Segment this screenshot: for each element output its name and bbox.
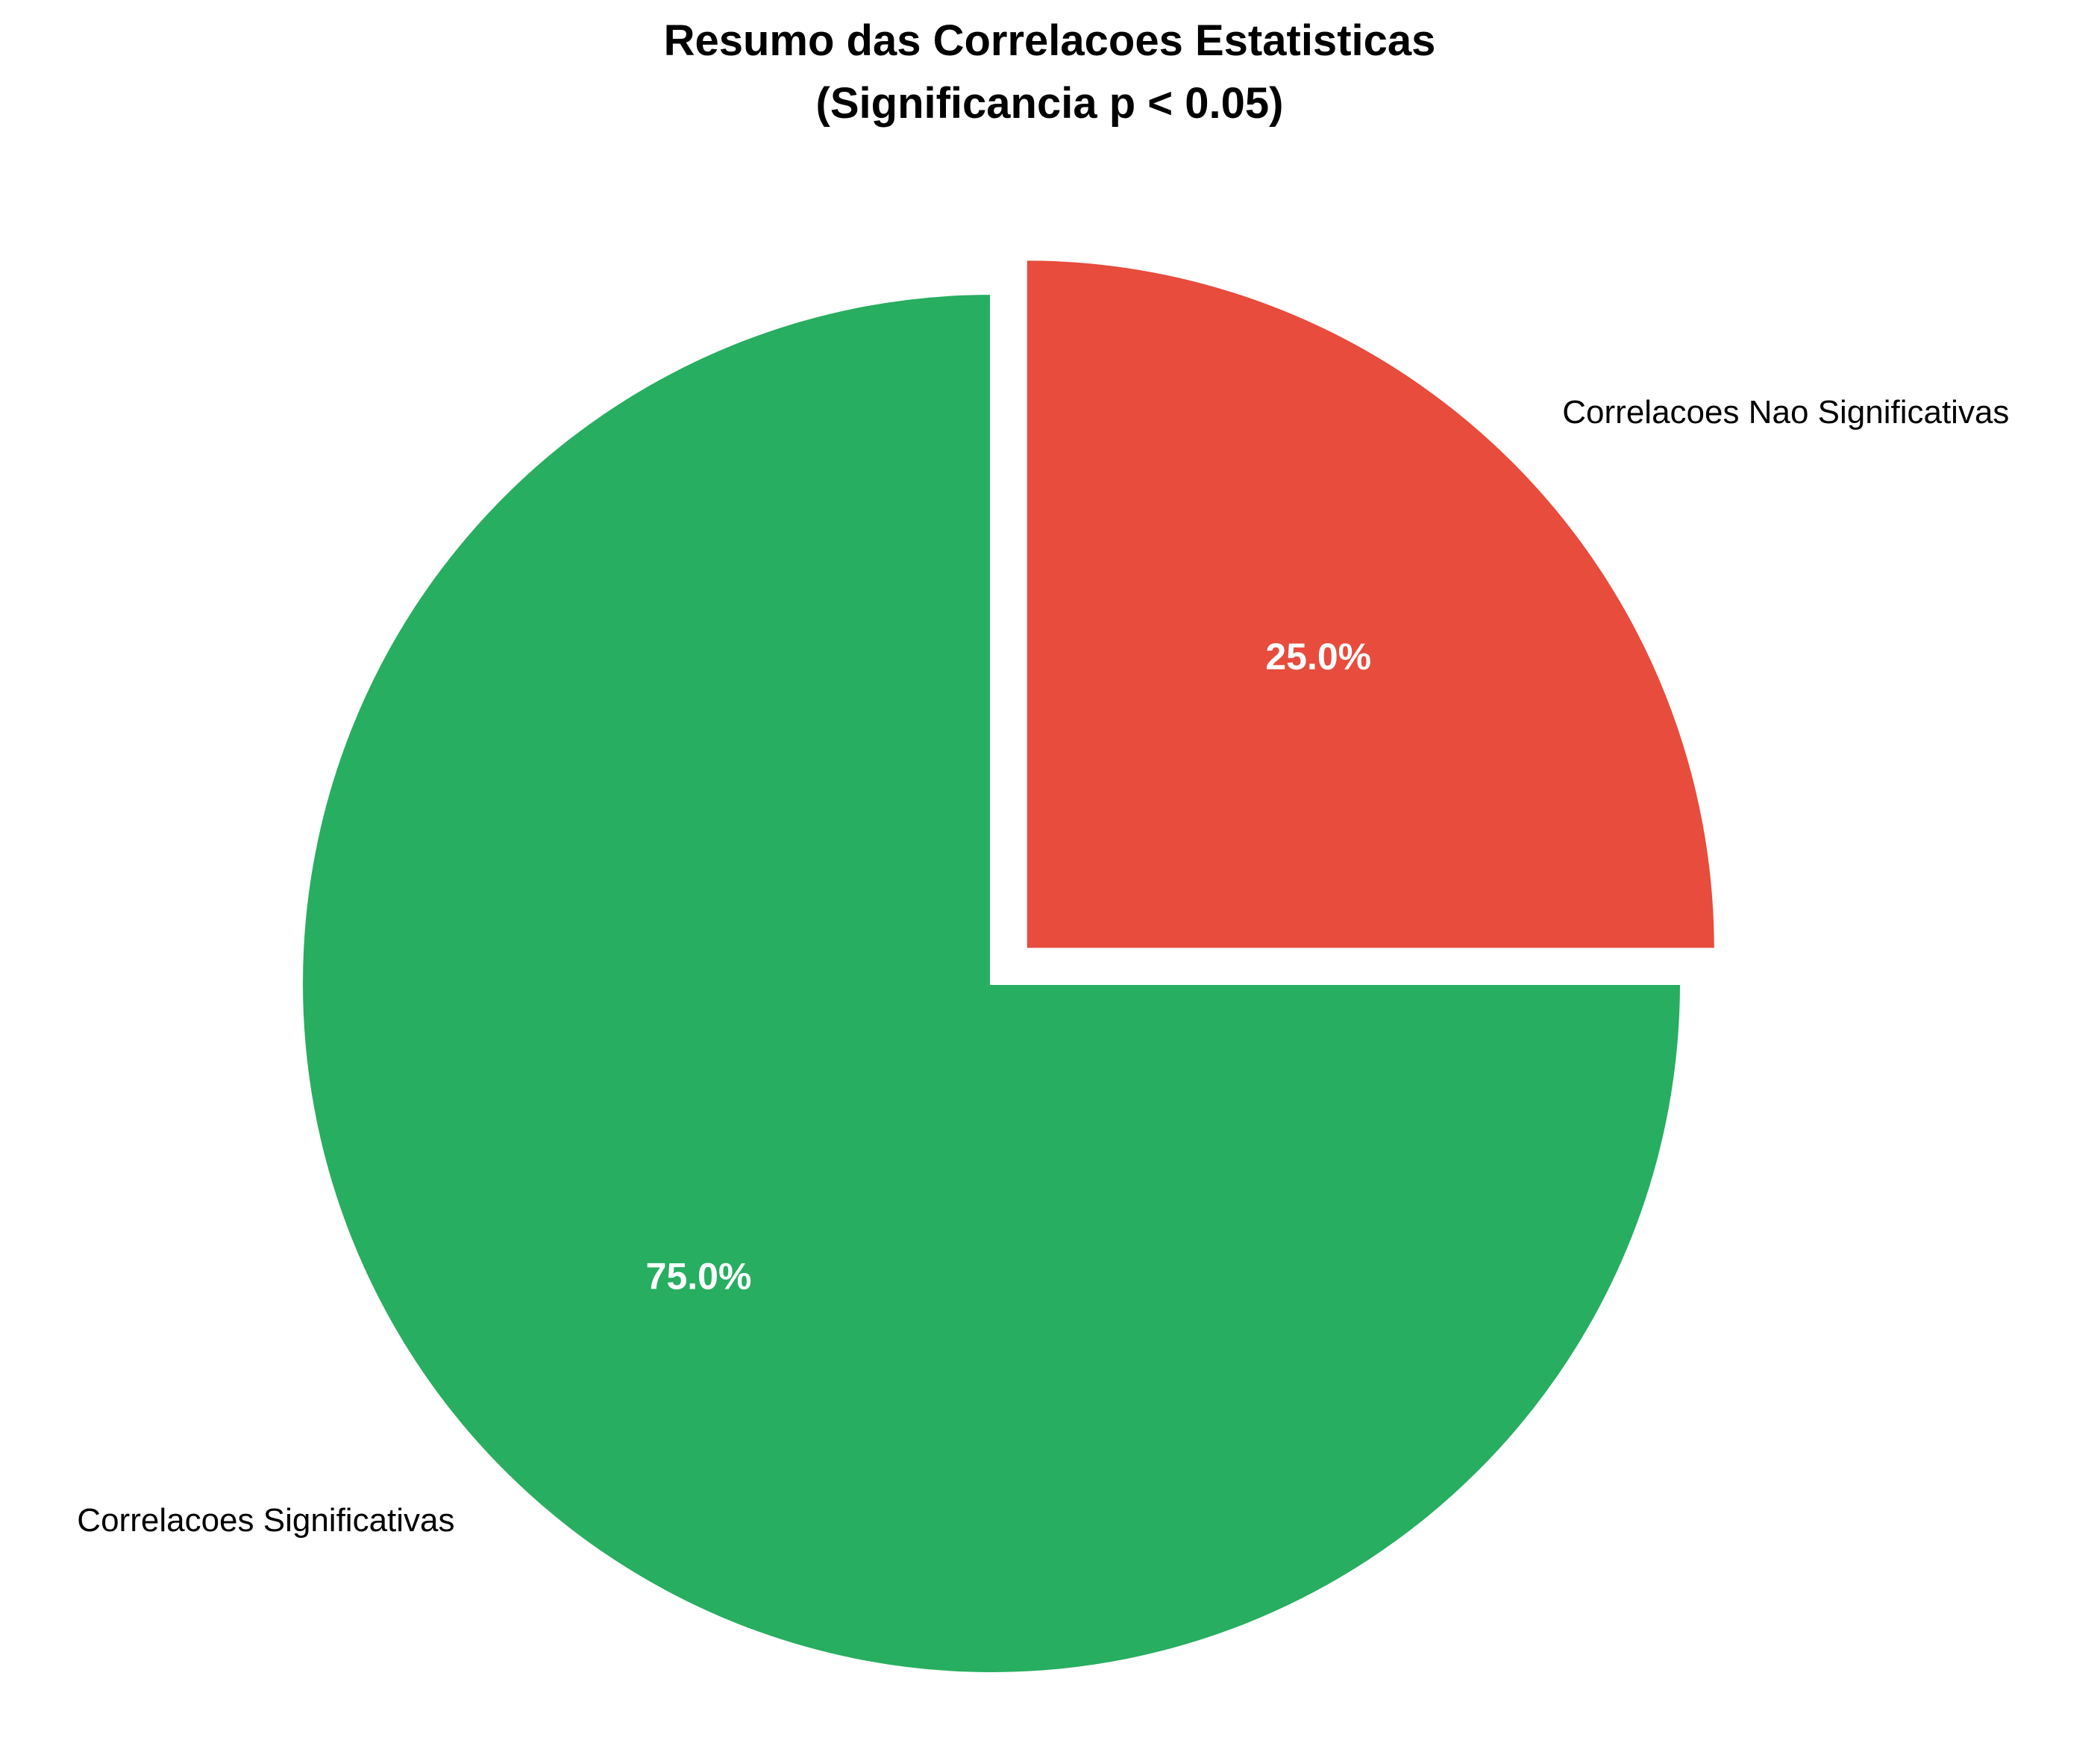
pie-pct-label-1: 75.0% <box>646 1255 752 1297</box>
pie-pct-label-2: 25.0% <box>1265 636 1371 678</box>
chart-subtitle: (Significancia p < 0.05) <box>816 79 1284 128</box>
pie-category-label-2: Correlacoes Nao Significativas <box>1562 394 2009 431</box>
pie-labels: 75.0% Correlacoes Significativas 25.0% Corr… <box>77 394 2009 1539</box>
pie-slice-1 <box>300 291 1684 1675</box>
chart-title: Resumo das Correlacoes Estatisticas <box>664 16 1436 65</box>
pie-slice-2 <box>1024 257 1717 951</box>
pie-slices <box>300 257 1717 1675</box>
pie-category-label-1: Correlacoes Significativas <box>77 1502 454 1539</box>
